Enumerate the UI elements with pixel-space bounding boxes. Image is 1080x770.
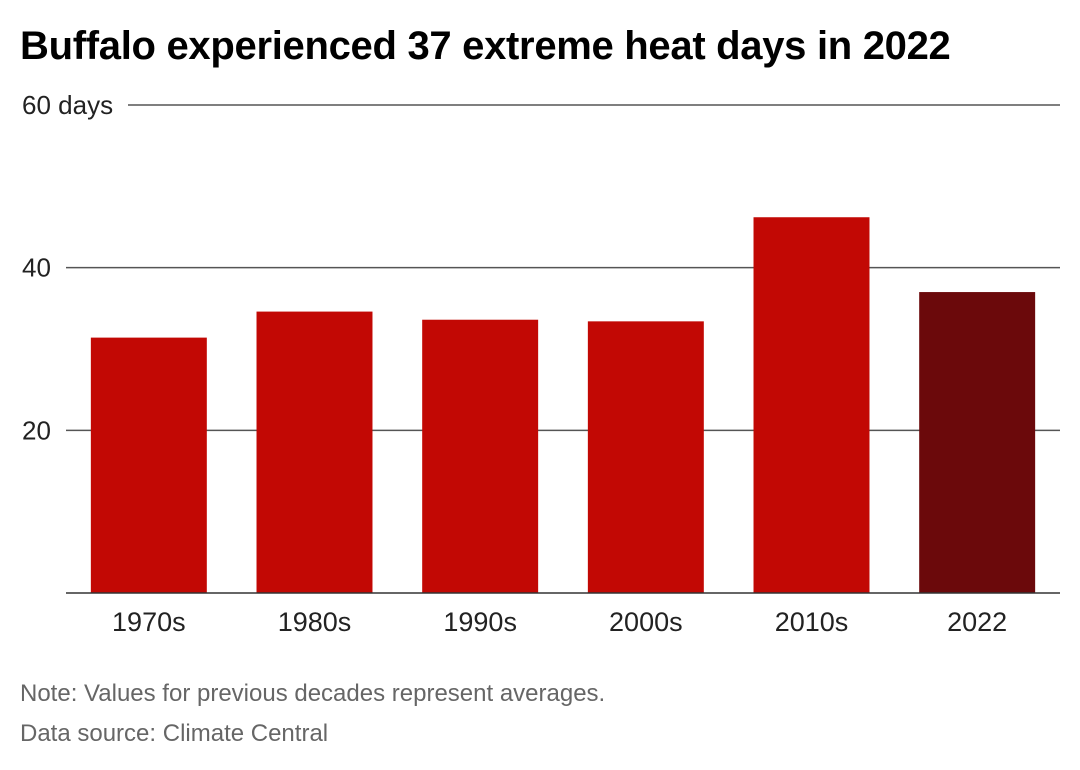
x-tick-label: 1980s: [278, 607, 352, 637]
x-tick-label: 2022: [947, 607, 1007, 637]
bar-2000s: [587, 321, 704, 593]
footer-note: Note: Values for previous decades repres…: [20, 680, 606, 707]
y-axis-ticks: 20 40 60 days: [22, 90, 113, 445]
bar-1990s: [422, 319, 539, 593]
y-tick-label: 60 days: [22, 90, 113, 120]
x-tick-label: 2010s: [775, 607, 849, 637]
x-axis-ticks: 1970s 1980s 1990s 2000s 2010s 2022: [112, 607, 1007, 637]
y-tick-label: 20: [22, 415, 51, 445]
bar-1980s: [256, 311, 373, 593]
y-tick-label: 40: [22, 253, 51, 283]
bar-2010s: [753, 217, 870, 594]
x-tick-label: 1990s: [443, 607, 517, 637]
bar-2022: [919, 292, 1036, 593]
bars: [90, 217, 1036, 594]
data-source: Data source: Climate Central: [20, 720, 329, 747]
chart-title: Buffalo experienced 37 extreme heat days…: [20, 24, 951, 68]
x-tick-label: 1970s: [112, 607, 186, 637]
bar-1970s: [90, 337, 207, 593]
x-tick-label: 2000s: [609, 607, 683, 637]
gridlines: [66, 104, 1060, 432]
